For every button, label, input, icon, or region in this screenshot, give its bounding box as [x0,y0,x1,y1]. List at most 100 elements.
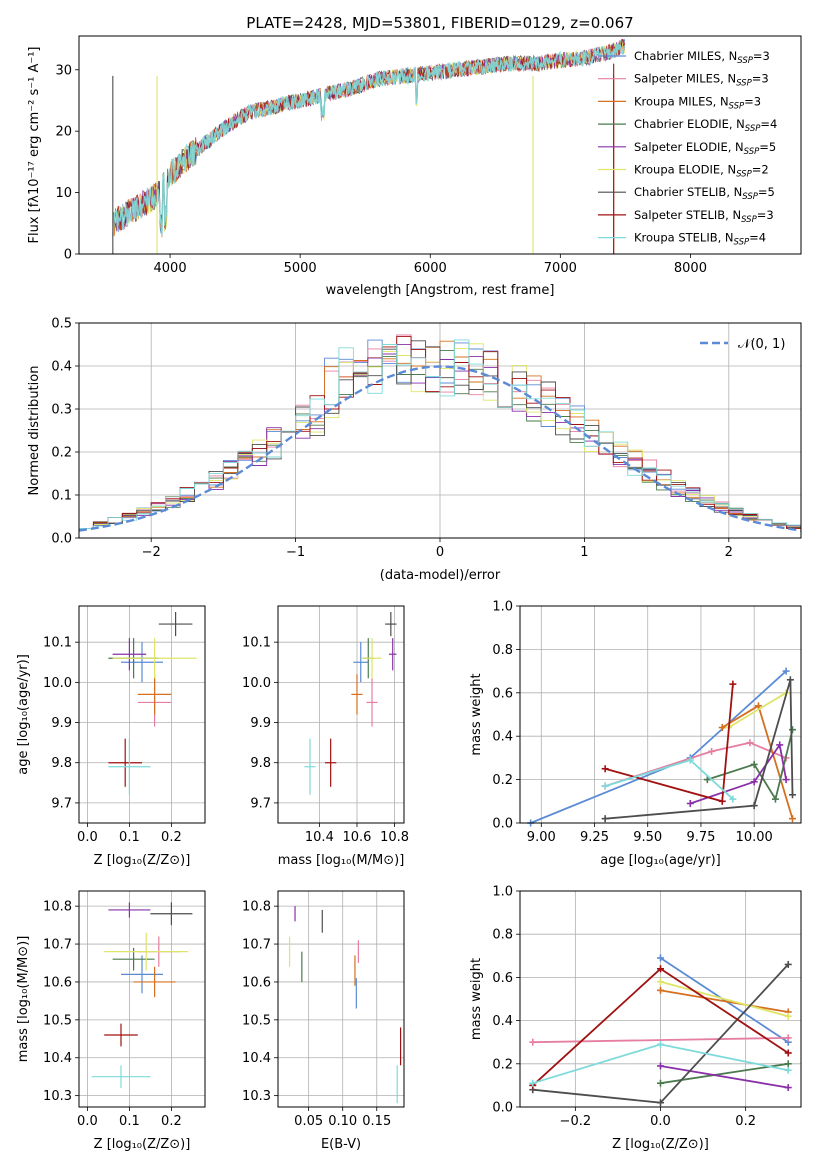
y-tick-label: 0.5 [51,317,72,332]
legend-value: =5 [759,140,776,154]
legend-label: Salpeter ELODIE, NSSP=5 [634,140,776,157]
age-vs-mass-axes [274,606,404,827]
y-tick-label: 0.2 [492,773,513,788]
y-axis-label: age [log₁₀(age/yr)] [16,654,31,775]
x-axis-label: Z [log₁₀(Z/Z⊙)] [94,853,191,868]
legend-label: Chabrier STELIB, NSSP=5 [634,185,775,202]
y-tick-label: 10.4 [43,1051,72,1066]
spectrum-axes [75,38,691,258]
legend-value: =5 [758,185,775,199]
normal-curve [78,365,802,532]
y-tick-label: 10.3 [242,1089,271,1104]
x-tick-label: 10.4 [305,830,334,845]
series-salpeter-miles [604,741,787,787]
spectrum-line-kroupa-elodie [112,40,625,237]
mass-vs-z-frame [78,890,206,1108]
x-axis-label: (data-model)/error [380,568,501,583]
residuals-axes [75,322,802,542]
legend-value: =3 [753,49,770,63]
y-tick-label: 10.6 [242,975,271,990]
spectrum-line-kroupa-stelib [112,43,626,237]
y-tick-label: 10.4 [242,1051,271,1066]
y-tick-label: 10.8 [242,900,271,915]
y-tick-label: 20 [55,125,72,140]
y-axis-label: mass weight [469,673,484,755]
y-tick-label: 30 [55,63,72,78]
legend-label: Salpeter MILES, NSSP=3 [634,72,769,89]
hist-kroupa-stelib [78,339,801,538]
legend-value: =4 [760,117,777,131]
series-kroupa-elodie [728,692,787,729]
x-axis-label: wavelength [Angstrom, rest frame] [326,283,555,298]
series-salpeter-stelib [604,684,734,803]
y-tick-label: 10.1 [43,636,72,651]
series-chabrier-stelib [605,679,794,820]
x-tick-label: 9.50 [633,830,662,845]
x-tick-label: 0.0 [650,1114,671,1129]
x-tick-label: 5000 [284,261,317,276]
legend-subscript: SSP [745,124,761,134]
y-tick-label: 10.7 [43,938,72,953]
x-tick-label: 10.6 [343,830,372,845]
y-axis-label: mass weight [469,958,484,1040]
legend-subscript: SSP [736,170,752,180]
legend-subscript: SSP [741,215,757,225]
legend-label: 𝒩(0, 1) [738,337,785,352]
y-tick-label: 9.7 [51,796,72,811]
y-tick-label: 0.1 [51,489,72,504]
legend-subscript: SSP [744,147,760,157]
y-tick-label: 1.0 [492,885,513,900]
y-tick-label: 10.5 [242,1013,271,1028]
y-tick-label: 0.3 [51,403,72,418]
x-tick-label: 0.2 [161,830,182,845]
y-axis-label: mass [log₁₀(M/M⊙)] [16,936,31,1063]
legend-label: Salpeter STELIB, NSSP=3 [634,208,774,225]
spectrum-line-kroupa-miles [112,42,625,238]
y-tick-label: 0.6 [492,686,513,701]
weight-vs-age-axes [516,605,801,827]
legend-label: Chabrier ELODIE, NSSP=4 [634,117,777,134]
x-tick-label: 4000 [154,261,187,276]
weight-vs-z-axes [516,890,801,1111]
y-tick-label: 9.7 [250,796,271,811]
y-tick-label: 1.0 [492,600,513,615]
spectrum-line-chabrier-stelib [112,40,625,237]
x-axis-label: Z [log₁₀(Z/Z⊙)] [94,1137,191,1152]
x-tick-label: 0.15 [362,1114,391,1129]
legend-value: =3 [752,72,769,86]
y-tick-label: 0.8 [492,928,513,943]
age-vs-z-axes [75,606,205,827]
series-chabrier-miles [660,957,789,1043]
y-tick-label: 9.9 [51,716,72,731]
y-tick-label: 0.0 [492,1101,513,1116]
y-tick-label: 0.2 [51,446,72,461]
y-tick-label: 10.6 [43,975,72,990]
series-kroupa-miles [660,989,789,1013]
weight-vs-z-frame [519,890,802,1108]
x-tick-label: 0.1 [119,1114,140,1129]
legend-subscript: SSP [736,79,752,89]
x-tick-label: 0 [436,545,444,560]
y-axis-label: Normed distribution [27,366,42,496]
mass-vs-z-axes [75,891,205,1111]
legend-value: =2 [752,163,769,177]
y-tick-label: 0.0 [51,532,72,547]
x-tick-label: −2 [142,545,161,560]
legend-label: Kroupa ELODIE, NSSP=2 [634,163,769,180]
age-vs-mass-frame [277,605,405,824]
hist-chabrier-stelib [78,340,801,538]
x-tick-label: −0.2 [560,1114,592,1129]
weight-vs-age-frame [519,605,802,824]
y-tick-label: 0.8 [492,643,513,658]
y-axis-label: Flux [fλ10⁻¹⁷ erg cm⁻² s⁻¹ A⁻¹] [27,47,42,244]
legend-value: =4 [749,231,766,245]
legend-subscript: SSP [729,101,745,111]
x-tick-label: −1 [286,545,305,560]
x-tick-label: 2 [725,545,733,560]
x-tick-label: 0.2 [735,1114,756,1129]
x-tick-label: 9.00 [527,830,556,845]
x-tick-label: 0.10 [328,1114,357,1129]
x-tick-label: 9.75 [686,830,715,845]
y-tick-label: 0.4 [51,360,72,375]
